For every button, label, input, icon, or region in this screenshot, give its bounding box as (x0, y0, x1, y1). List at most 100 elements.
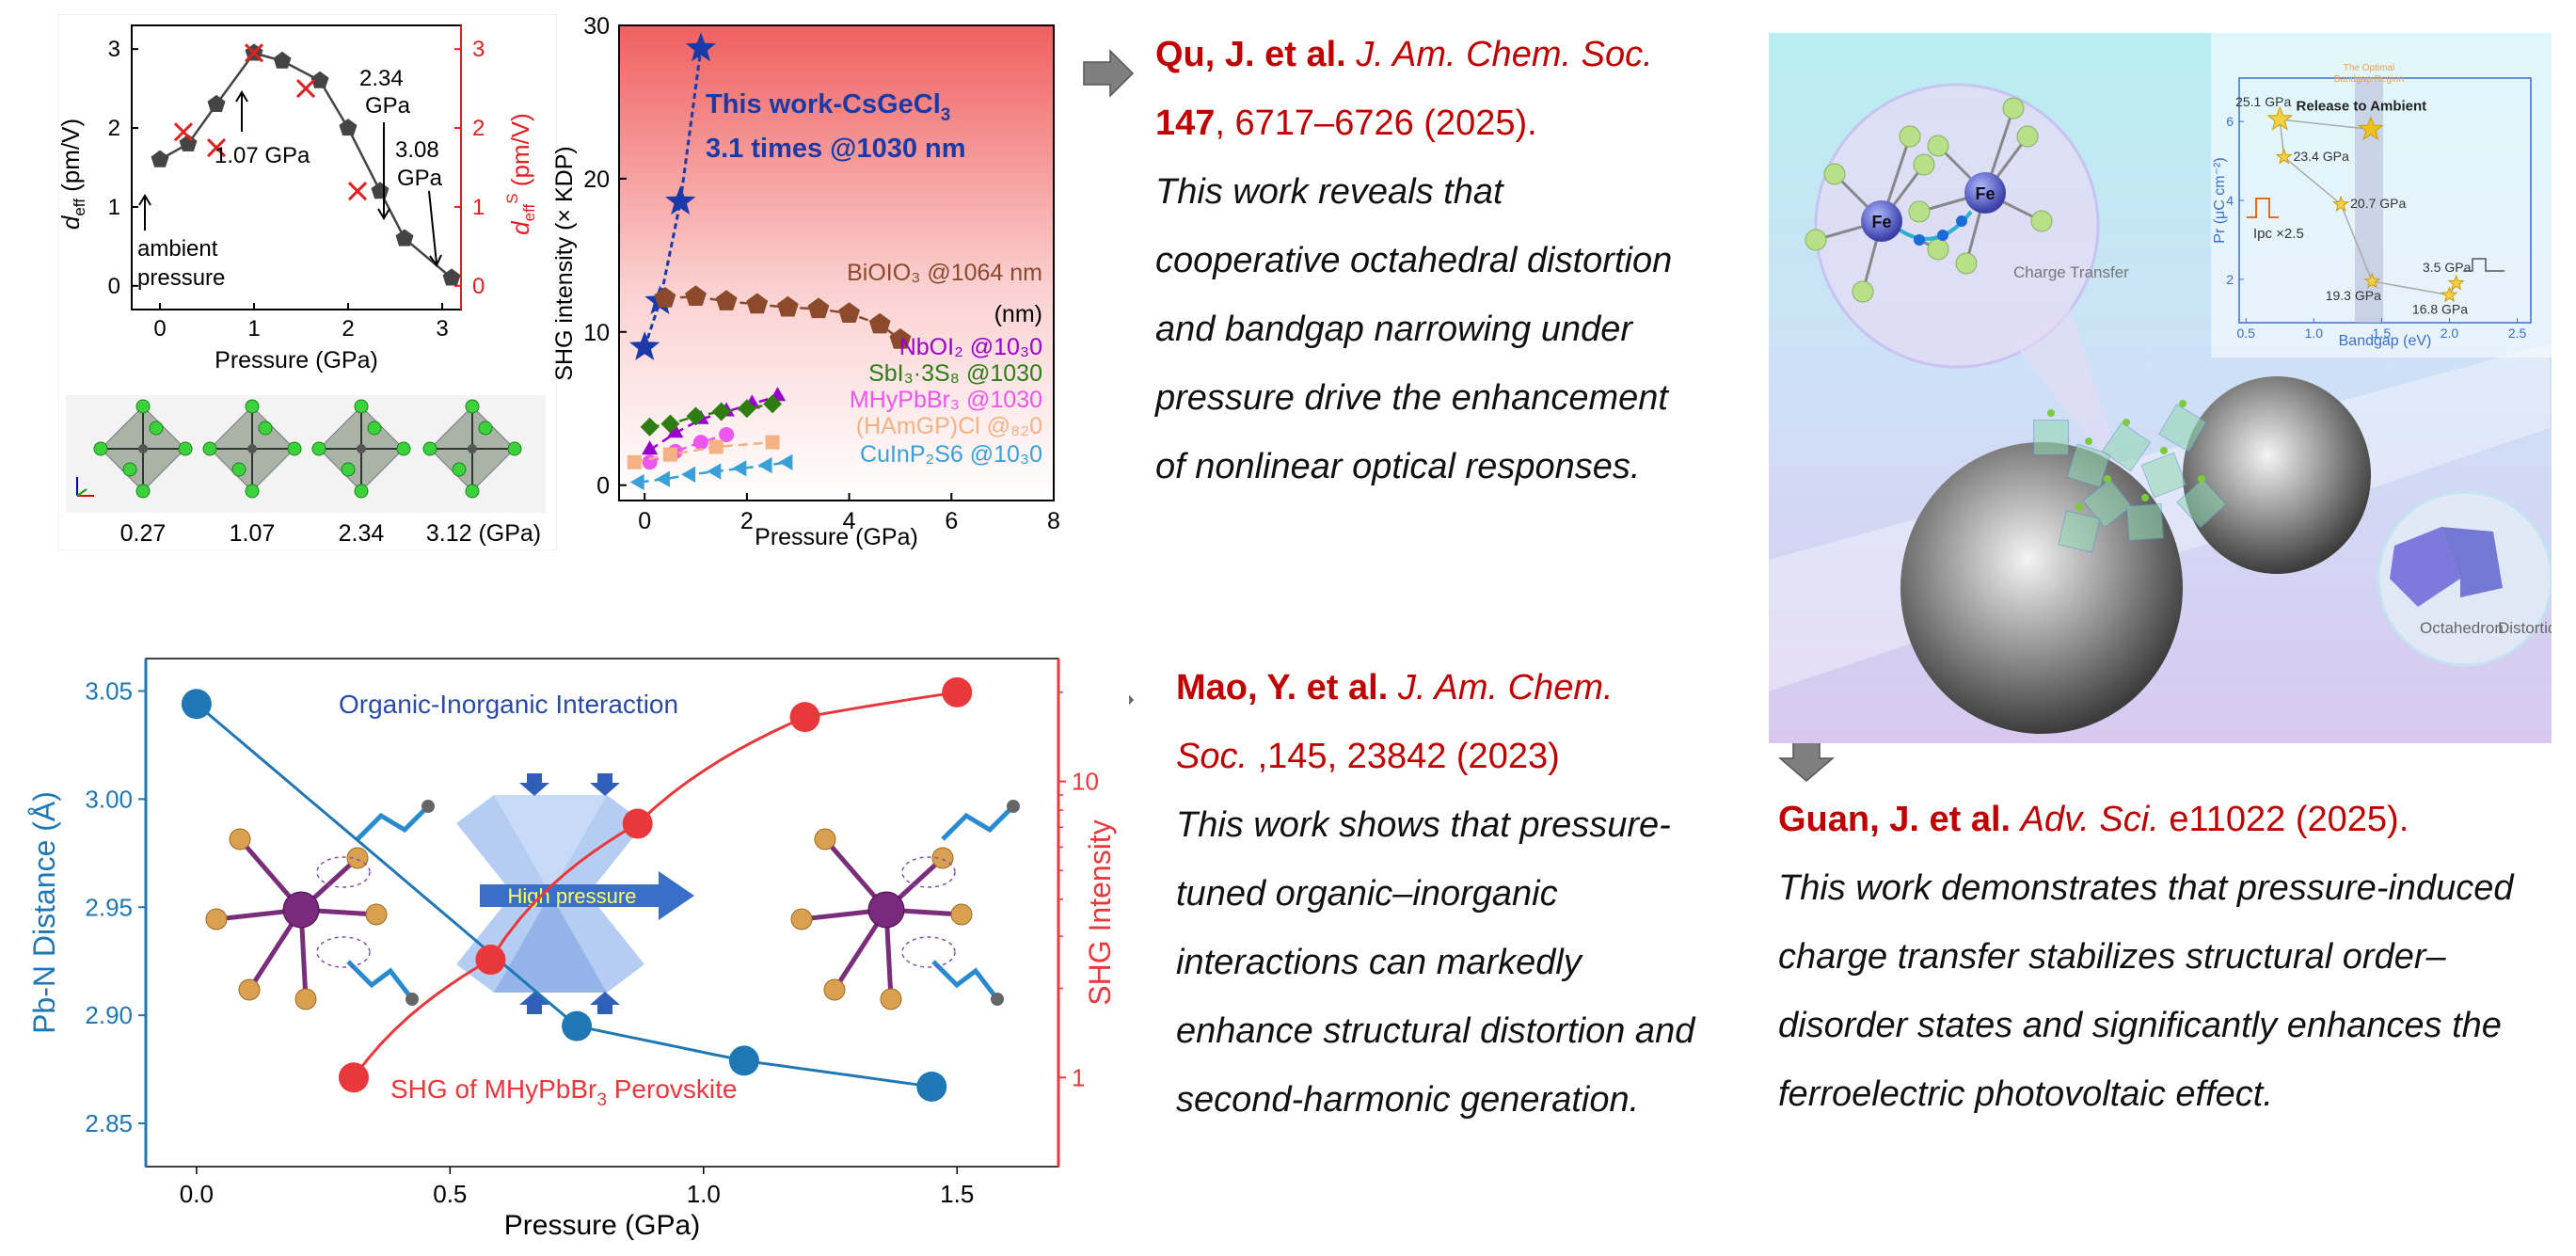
p1-x-point (347, 182, 368, 201)
p1-x-point (295, 79, 316, 99)
p3-br-atom (814, 828, 836, 851)
p3-organic-chain (941, 804, 1015, 841)
p4-crystal-octa (2140, 452, 2187, 499)
p1-point (273, 51, 292, 69)
p1-xtick-label: 3 (436, 316, 448, 342)
p2-point (642, 440, 659, 455)
p4-crystal-atom (2160, 447, 2168, 454)
p4-ligand-atom (1852, 280, 1874, 303)
p1-point (179, 134, 198, 151)
p1-ytick-right-label: 3 (472, 37, 485, 62)
p4-crystal-octa (2176, 478, 2227, 529)
ref1-pages: , 6717–6726 (2025). (1215, 103, 1537, 143)
p1-octa-atom (367, 421, 382, 436)
ref2-desc-2: tuned organic–inorganic (1176, 874, 1558, 914)
p2-series-line (634, 440, 773, 464)
p3-carbon-atom (991, 993, 1004, 1006)
p2-point (665, 185, 696, 215)
p1-octa-atom (507, 441, 522, 456)
p1-octa-center (468, 444, 477, 453)
p1-octa-atom (258, 421, 273, 436)
p4-inset-ytick-label: 4 (2226, 193, 2234, 208)
p4-crystal-atom (2104, 475, 2111, 483)
p1-octa-label-4: 3.12 (GPa) (426, 520, 541, 547)
p1-octa-atom (422, 441, 437, 456)
p3-shg-point (789, 702, 820, 733)
p4-inset-xtick-label: 1.0 (2305, 326, 2324, 341)
p2-point (807, 297, 830, 319)
p4-crystal-octa (2125, 502, 2165, 542)
p4-inset-star (2332, 195, 2350, 212)
p4-crystal-octa (2101, 421, 2152, 472)
p1-xtick-label: 1 (247, 316, 260, 342)
p2-point (654, 287, 676, 308)
p4-inset-ytick-label: 6 (2226, 114, 2234, 129)
p2-point (746, 293, 769, 314)
p1-octa-atom (465, 399, 480, 414)
p4-region-label-1: The Optimal (2344, 63, 2394, 73)
p4-crystal-octa (2158, 404, 2207, 453)
reference-qu: Qu, J. et al. J. Am. Chem. Soc. 147, 671… (1155, 21, 1672, 501)
p3-xtick-label: 1.0 (687, 1180, 721, 1208)
p3-br-atom (790, 908, 813, 930)
p2-xlabel: Pressure (GPa) (755, 524, 918, 550)
p3-shg-point (622, 808, 653, 839)
ref2-journal-b: Soc. (1176, 737, 1248, 776)
ref1-desc-4: pressure drive the enhancement (1155, 378, 1668, 418)
panel-fe-charge-transfer: Fe Fe Charge Transfer Octahedron Distorti… (1769, 33, 2566, 743)
p2-point (711, 402, 731, 421)
p2-annot-nm: (nm) (994, 301, 1042, 327)
p2-point (777, 295, 799, 317)
p1-point (310, 71, 329, 88)
p2-point (667, 423, 684, 438)
p3-interaction-ellipse (901, 936, 956, 968)
p2-legend-2: SbI₃·3S₈ @1030 (868, 360, 1042, 387)
p3-pbn-point (181, 689, 212, 720)
p2-point (662, 447, 677, 462)
p3-br-atom (823, 978, 846, 1001)
p3-interaction-ellipse (316, 936, 371, 968)
p2-xtick-label: 0 (638, 508, 651, 534)
p4-ligand-atom (1955, 252, 1978, 275)
p1-octa-atom (149, 421, 164, 436)
p4-diamond-right (2183, 376, 2371, 574)
p2-legend-3: MHyPbBr₃ @1030 (850, 387, 1042, 413)
p1-annot-234: 2.34 (359, 66, 404, 91)
p1-octa-atom (245, 484, 260, 499)
p3-interaction-ellipse (901, 856, 956, 888)
p1-annot-234-unit: GPa (365, 93, 411, 119)
p4-inset-point-label: 23.4 GPa (2294, 149, 2349, 164)
reference-guan: Guan, J. et al. Adv. Sci. e11022 (2025).… (1778, 786, 2513, 1129)
p3-br-atom (346, 847, 369, 869)
p3-pbn-line (195, 703, 932, 1089)
charge-transfer-illustration: Fe Fe Charge Transfer Octahedron Distorti… (1769, 33, 2566, 743)
ref2-desc-5: second-harmonic generation. (1176, 1080, 1640, 1120)
p1-x-point (244, 43, 264, 63)
p3-shg-point (338, 1062, 369, 1093)
p3-pb-atom (867, 891, 905, 929)
p1-ytick-left-label: 2 (108, 116, 120, 141)
ref3-author: Guan, J. et al. (1778, 800, 2012, 839)
p1-octa-label-3: 2.34 (339, 520, 385, 547)
p1-x-point (173, 122, 194, 142)
p2-legend-4: (HAmGP)Cl @₈₂0 (856, 413, 1042, 439)
p1-octa-atom (478, 421, 493, 436)
p1-ylabel-right: deffS (pm/V) (503, 113, 538, 235)
p4-crystal-octa (2066, 443, 2111, 488)
p2-point (627, 454, 642, 469)
p3-xtick-label: 0.5 (433, 1180, 467, 1208)
p1-octa-atom (311, 441, 326, 456)
p1-x-point-b (295, 79, 316, 99)
ref1-volume: 147 (1155, 103, 1216, 143)
p1-octa-atom (396, 441, 411, 456)
p2-point (692, 435, 708, 451)
p4-ligand-atom (1927, 238, 1949, 261)
p2-point (629, 473, 644, 491)
p4-ligand-atom (1927, 135, 1949, 157)
p1-xtick-label: 2 (342, 316, 354, 342)
p3-high-pressure-label: High pressure (508, 884, 637, 908)
p4-inset-point-label: 19.3 GPa (2326, 288, 2381, 303)
p1-xtick-label: 0 (153, 316, 166, 342)
p2-point (838, 302, 860, 323)
p4-inset-point-label: 16.8 GPa (2412, 302, 2468, 317)
